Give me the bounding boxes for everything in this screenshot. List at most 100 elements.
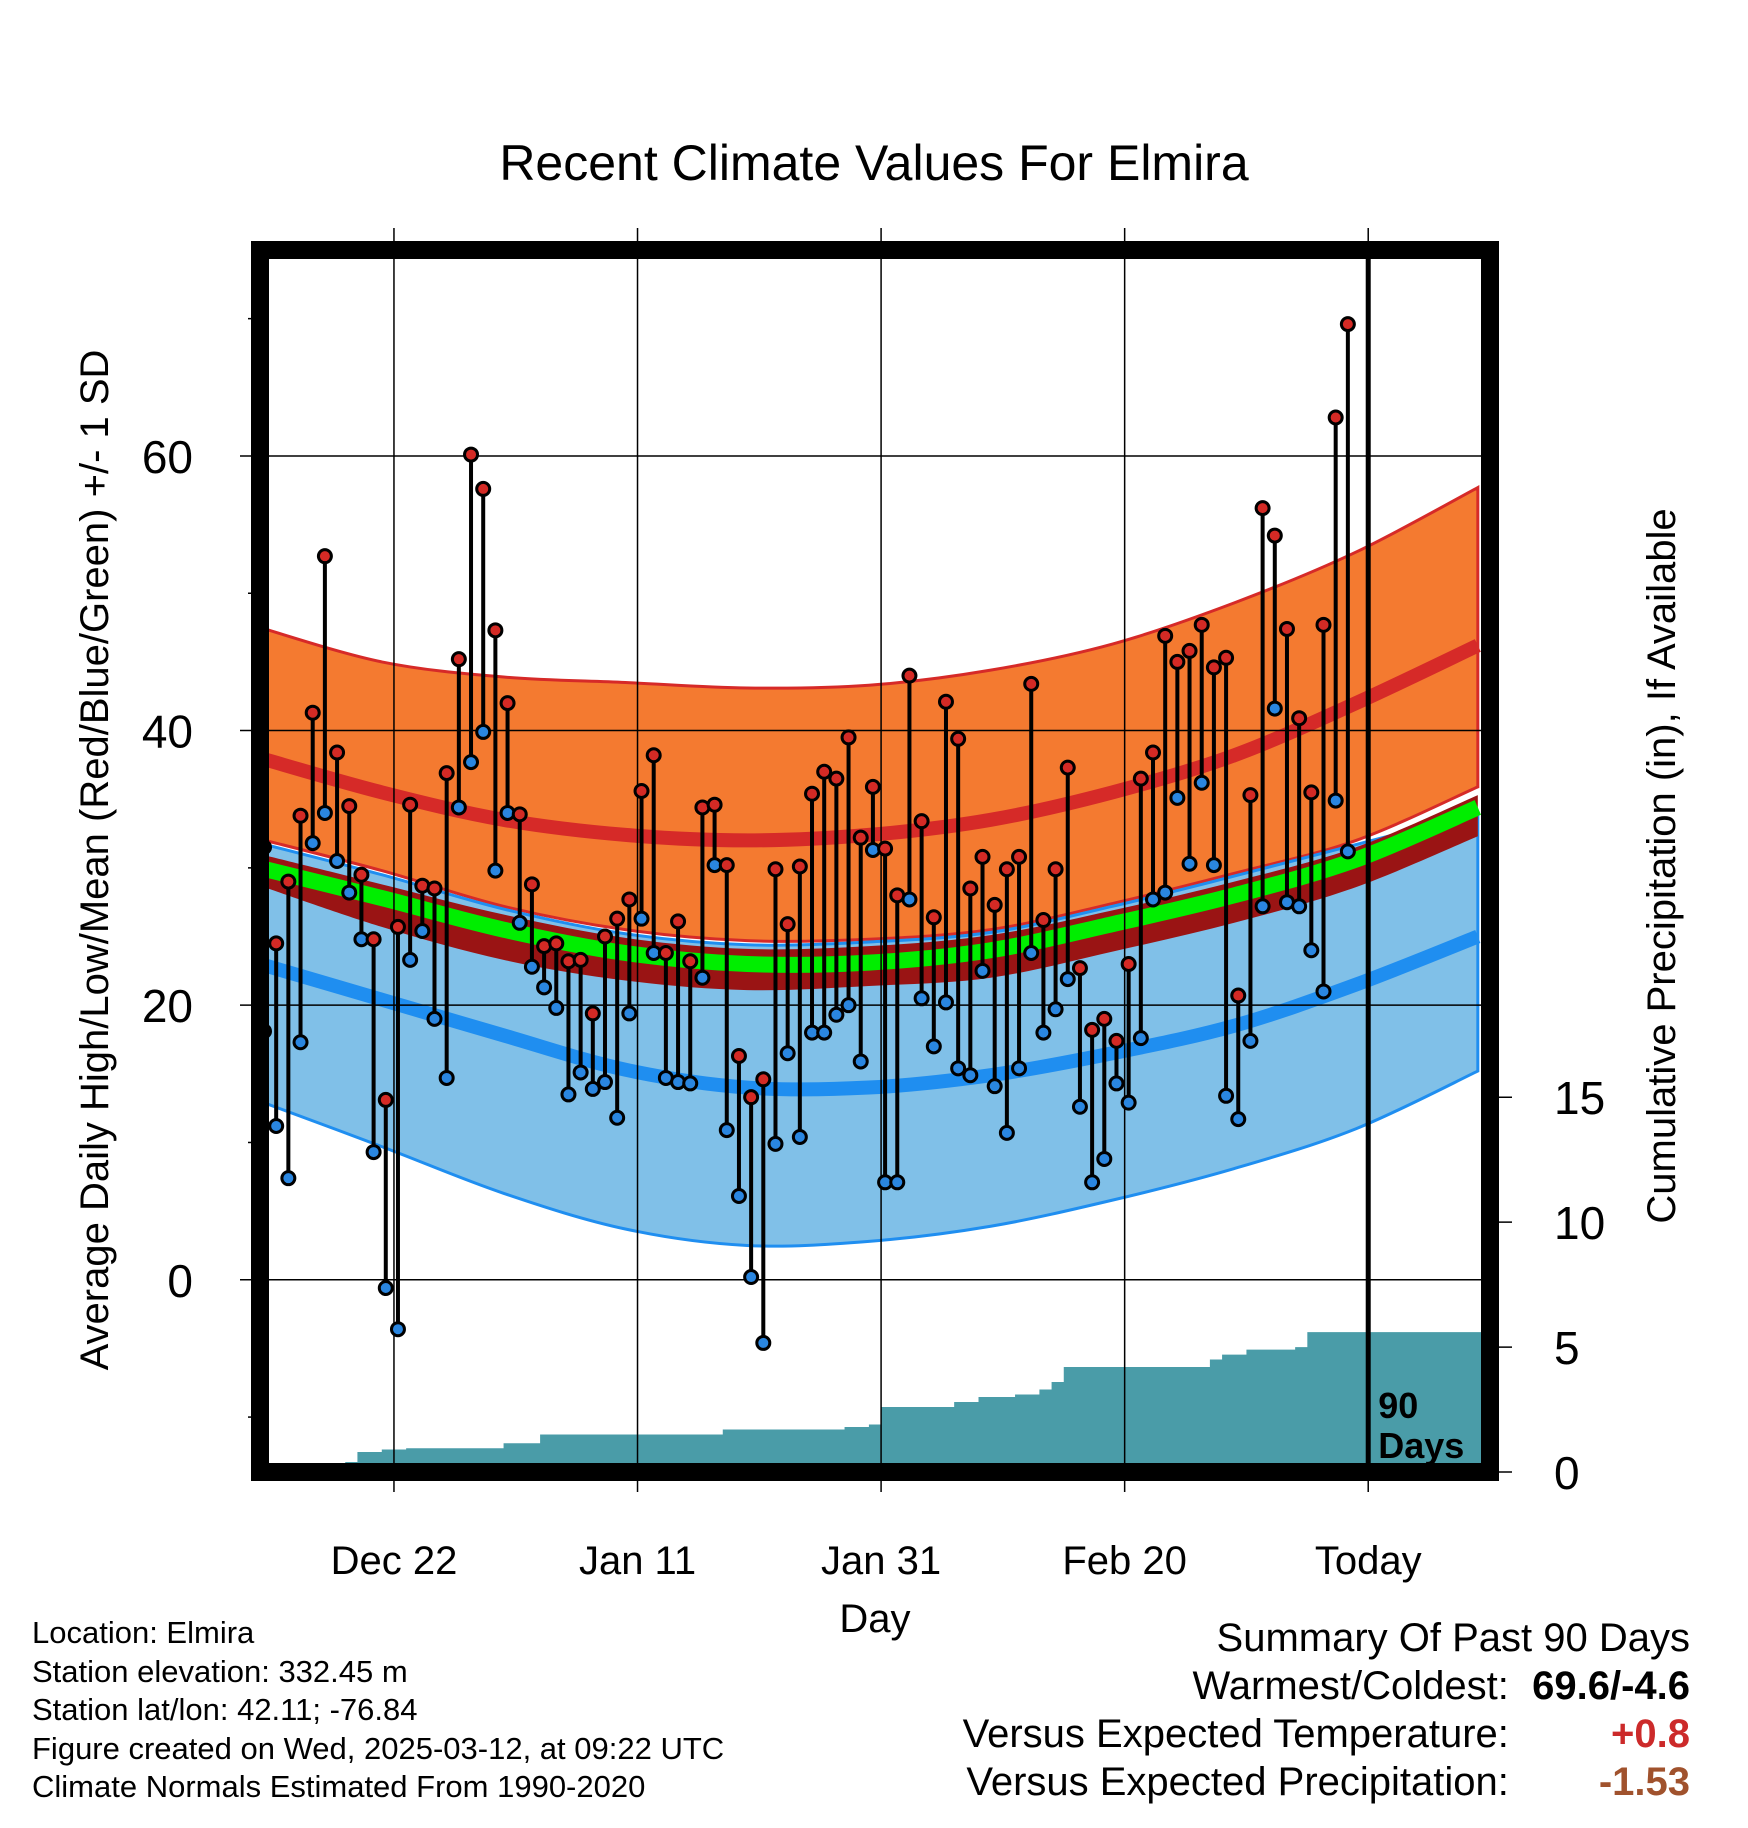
low-point [1023,944,1040,961]
high-point [1157,627,1174,644]
high-point [840,729,857,746]
warmest-label: Warmest/Coldest: [1192,1664,1509,1708]
low-point [1132,1030,1149,1047]
high-point [402,796,419,813]
low-point [560,1086,577,1103]
high-point [779,916,796,933]
high-point [341,798,358,815]
warmest-row: Warmest/Coldest: 69.6/-4.6 [963,1662,1691,1710]
high-point [389,918,406,935]
low-point [1266,700,1283,717]
high-point [1047,861,1064,878]
low-point [1254,898,1271,915]
today-days-label-line: 90 [1378,1385,1418,1426]
latlon-text: Station lat/lon: 42.11; -76.84 [32,1692,418,1727]
high-point [645,747,662,764]
high-point [998,861,1015,878]
y-tick-label: 40 [142,706,193,758]
today-days-label-line: Days [1378,1425,1464,1466]
high-point [791,858,808,875]
high-point [450,651,467,668]
high-point [523,876,540,893]
low-point [1108,1075,1125,1092]
high-point [548,935,565,952]
high-point [1071,960,1088,977]
high-point [584,1005,601,1022]
high-point [596,928,613,945]
high-point [1132,770,1149,787]
low-point [487,862,504,879]
low-point [1071,1098,1088,1115]
high-point [986,896,1003,913]
low-point [743,1269,760,1286]
high-point [1278,620,1295,637]
low-point [1193,774,1210,791]
high-point [511,806,528,823]
high-point [621,891,638,908]
low-point [523,958,540,975]
high-point [1084,1021,1101,1038]
high-point [657,944,674,961]
low-point [377,1280,394,1297]
low-point [1096,1150,1113,1167]
high-point [767,861,784,878]
warmest-value: 69.6/-4.6 [1532,1664,1690,1708]
low-point [1145,891,1162,908]
low-point [1059,971,1076,988]
y-tick-label: 0 [167,1255,193,1307]
low-point [621,1005,638,1022]
low-point [402,951,419,968]
high-point [1266,527,1283,544]
low-point [450,799,467,816]
low-point [1242,1032,1259,1049]
high-point [913,813,930,830]
high-point [950,730,967,747]
low-point [1157,884,1174,901]
high-point [1303,784,1320,801]
low-point [511,914,528,931]
high-point [1205,659,1222,676]
high-point [682,953,699,970]
temp-value: +0.8 [1611,1712,1690,1756]
temp-label: Versus Expected Temperature: [962,1712,1509,1756]
high-point [937,693,954,710]
high-point [1193,616,1210,633]
high-point [633,782,650,799]
high-point [974,848,991,865]
low-point [998,1124,1015,1141]
low-point [840,997,857,1014]
y2-tick-label: 0 [1554,1447,1580,1499]
y2-tick-label: 5 [1554,1322,1580,1374]
high-point [475,480,492,497]
station-metadata: Location: Elmira Station elevation: 332.… [32,1614,724,1807]
low-point [1047,1001,1064,1018]
high-point [804,785,821,802]
precip-value: -1.53 [1598,1760,1690,1804]
low-point [682,1075,699,1092]
low-point [414,923,431,940]
low-point [463,754,480,771]
low-normal-line [260,930,1481,1097]
low-point [1084,1174,1101,1191]
low-point [816,1024,833,1041]
high-point [609,910,626,927]
low-point [791,1128,808,1145]
high-point [316,548,333,565]
y2-tick-label: 15 [1554,1072,1605,1124]
low-point [329,853,346,869]
low-point [548,999,565,1016]
low-point [389,1321,406,1338]
low-point [609,1109,626,1126]
temp-row: Versus Expected Temperature: +0.8 [963,1710,1690,1758]
high-point [280,873,297,890]
high-point [438,765,455,782]
high-point [706,796,723,813]
location-text: Location: Elmira [32,1615,255,1650]
low-point [438,1069,455,1086]
high-point [901,667,918,684]
high-point [426,880,443,897]
high-point [718,857,735,874]
chart-title: Recent Climate Values For Elmira [499,135,1249,191]
x-axis-title: Day [839,1597,910,1641]
y-axis-title: Average Daily High/Low/Mean (Red/Blue/Gr… [73,350,117,1371]
